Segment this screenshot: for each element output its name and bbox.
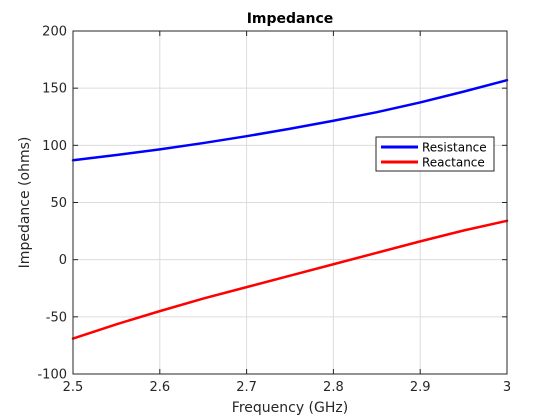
legend-label-resistance: Resistance xyxy=(422,141,487,155)
y-tick-label: 50 xyxy=(50,196,67,211)
x-tick-label: 2.8 xyxy=(323,380,344,395)
series-line-reactance xyxy=(71,219,509,340)
series-line-resistance xyxy=(71,78,509,162)
y-tick-label: 150 xyxy=(42,82,67,97)
y-tick-label: 200 xyxy=(42,25,67,40)
y-tick-label: -100 xyxy=(37,368,67,383)
axis-ticks: 2.5 2.6 2.7 2.8 2.9 3 -100 -50 0 50 100 150 200 xyxy=(37,25,511,396)
x-axis-label: Frequency (GHz) xyxy=(232,400,348,416)
y-tick-label: 100 xyxy=(42,139,67,154)
y-axis-label: Impedance (ohms) xyxy=(17,137,33,269)
y-tick-label: 0 xyxy=(59,253,67,268)
x-tick-label: 2.5 xyxy=(63,380,84,395)
x-tick-label: 2.9 xyxy=(410,380,431,395)
legend-label-reactance: Reactance xyxy=(422,156,485,170)
chart-title: Impedance xyxy=(247,11,334,27)
x-tick-label: 3 xyxy=(503,380,511,395)
plot-series xyxy=(71,78,509,340)
grid-lines xyxy=(72,30,508,375)
x-tick-label: 2.6 xyxy=(149,380,170,395)
y-tick-label: -50 xyxy=(46,310,67,325)
legend-box xyxy=(375,136,495,172)
x-tick-label: 2.7 xyxy=(236,380,257,395)
